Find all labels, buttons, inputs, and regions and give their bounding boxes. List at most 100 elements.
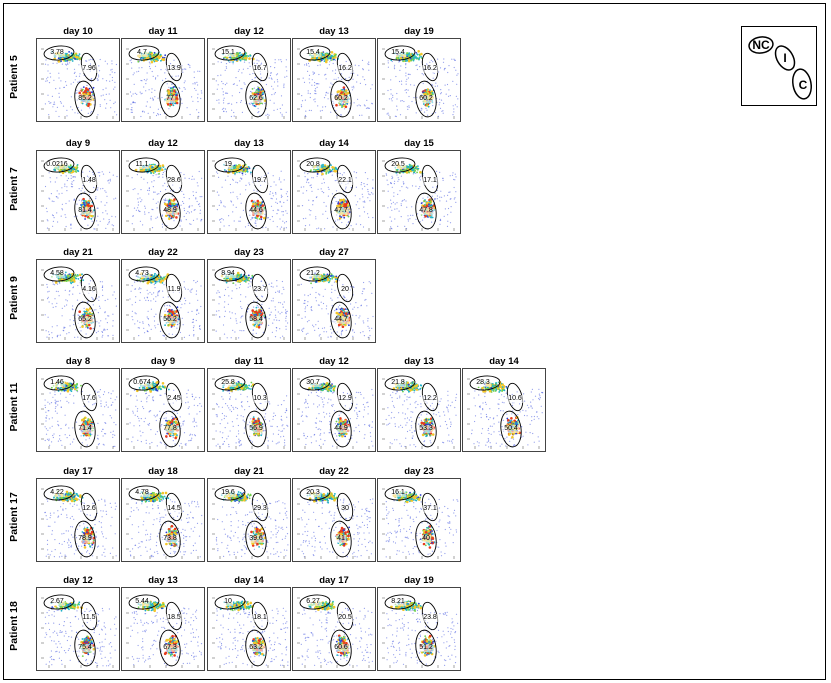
- c-gate-percentage: 40: [421, 535, 431, 543]
- c-gate: [245, 80, 267, 118]
- axis-ticks: [41, 378, 114, 449]
- axis-ticks: [297, 48, 370, 119]
- i-gate-percentage: 20: [340, 286, 350, 294]
- flow-cytometry-panel: 11.1 28.6 48.9: [121, 150, 205, 234]
- nc-gate: [384, 594, 416, 610]
- axis-ticks: [41, 160, 114, 231]
- c-gate: [74, 192, 96, 230]
- i-gate-percentage: 11.5: [81, 614, 97, 622]
- c-gate-percentage: 51.2: [418, 644, 434, 652]
- patient-label: Patient 11: [8, 382, 20, 432]
- nc-gate: [43, 485, 75, 501]
- c-gate-percentage: 44.9: [333, 425, 349, 433]
- c-gate-percentage: 56.9: [248, 425, 264, 433]
- axis-ticks: [382, 48, 455, 119]
- nc-gate-percentage: 3.78: [49, 49, 65, 57]
- nc-gate-percentage: 20.3: [305, 489, 321, 497]
- nc-gate-percentage: 16.1: [390, 489, 406, 497]
- nc-gate-percentage: 4.78: [134, 489, 150, 497]
- c-gate: [245, 301, 267, 339]
- axis-ticks: [126, 269, 199, 340]
- nc-gate: [128, 594, 160, 610]
- c-gate-percentage: 62.6: [248, 95, 264, 103]
- flow-cytometry-panel: 20.8 22.1 47.7: [292, 150, 376, 234]
- c-gate: [159, 192, 181, 230]
- flow-cytometry-panel: 25.8 10.3 56.9: [207, 368, 291, 452]
- legend-gates: [748, 36, 812, 100]
- day-label: day 22: [148, 247, 178, 258]
- c-gate: [415, 629, 437, 667]
- flow-cytometry-panel: 4.58 4.16 65.2: [36, 259, 120, 343]
- legend-c-label: C: [798, 78, 808, 92]
- nc-gate-percentage: 0.674: [132, 379, 152, 387]
- axis-ticks: [297, 378, 370, 449]
- i-gate-percentage: 16.7: [252, 65, 268, 73]
- c-gate-percentage: 50.4: [503, 425, 519, 433]
- day-label: day 11: [148, 26, 178, 37]
- day-label: day 14: [319, 138, 349, 149]
- day-label: day 21: [63, 247, 93, 258]
- c-gate-percentage: 85.2: [77, 95, 93, 103]
- day-label: day 11: [234, 356, 264, 367]
- nc-gate-percentage: 28.3: [475, 379, 491, 387]
- density-scatter: [129, 380, 203, 447]
- day-label: day 12: [63, 575, 93, 586]
- nc-gate-percentage: 30.7: [305, 379, 321, 387]
- i-gate-percentage: 20.5: [337, 614, 353, 622]
- nc-gate: [43, 157, 75, 173]
- nc-gate: [128, 45, 160, 61]
- axis-ticks: [41, 48, 114, 119]
- c-gate: [245, 520, 267, 558]
- figure-frame: [3, 3, 826, 680]
- c-gate-percentage: 60.2: [418, 95, 434, 103]
- nc-gate-percentage: 8.94: [220, 270, 236, 278]
- nc-gate-percentage: 2.67: [49, 598, 65, 606]
- flow-cytometry-panel: 8.21 23.8 51.2: [377, 587, 461, 671]
- c-gate: [159, 520, 181, 558]
- axis-ticks: [297, 597, 370, 668]
- nc-gate: [128, 375, 160, 391]
- patient-label: Patient 18: [8, 601, 20, 651]
- i-gate-percentage: 4.16: [81, 286, 97, 294]
- c-gate-percentage: 44.7: [333, 316, 349, 324]
- i-gate-percentage: 19.7: [252, 177, 268, 185]
- nc-gate-percentage: 21.2: [305, 270, 321, 278]
- flow-cytometry-panel: 20.3 30 41: [292, 478, 376, 562]
- i-gate-percentage: 30: [340, 505, 350, 513]
- axis-ticks: [212, 48, 285, 119]
- c-gate: [74, 410, 96, 448]
- density-scatter: [300, 50, 373, 118]
- day-label: day 13: [234, 138, 264, 149]
- i-gate-percentage: 10.6: [507, 395, 523, 403]
- nc-gate-percentage: 15.4: [305, 49, 321, 57]
- nc-gate: [384, 375, 416, 391]
- panel-plot: [126, 45, 203, 119]
- day-label: day 19: [404, 575, 434, 586]
- nc-gate: [128, 485, 160, 501]
- c-gate: [415, 520, 437, 558]
- nc-gate: [128, 157, 160, 173]
- flow-cytometry-panel: 30.7 12.9 44.9: [292, 368, 376, 452]
- day-label: day 22: [319, 466, 349, 477]
- nc-gate: [214, 266, 246, 282]
- flow-cytometry-panel: 0.0216 1.48 81.4: [36, 150, 120, 234]
- i-gate-percentage: 22.1: [337, 177, 353, 185]
- c-gate: [330, 301, 352, 339]
- density-scatter: [215, 271, 289, 339]
- flow-cytometry-panel: 4.78 14.5 73.8: [121, 478, 205, 562]
- axis-ticks: [212, 269, 285, 340]
- axis-ticks: [212, 488, 285, 559]
- axis-ticks: [382, 597, 455, 668]
- axis-ticks: [126, 48, 199, 119]
- axis-ticks: [126, 597, 199, 668]
- flow-cytometry-panel: 3.78 7.96 85.2: [36, 38, 120, 122]
- day-label: day 21: [234, 466, 264, 477]
- flow-cytometry-panel: 0.674 2.45 77.8: [121, 368, 205, 452]
- density-scatter: [385, 381, 458, 448]
- day-label: day 12: [148, 138, 178, 149]
- i-gate-percentage: 18.5: [166, 614, 182, 622]
- density-scatter: [385, 163, 457, 230]
- nc-gate-percentage: 20.8: [305, 161, 321, 169]
- axis-ticks: [382, 488, 455, 559]
- day-label: day 12: [319, 356, 349, 367]
